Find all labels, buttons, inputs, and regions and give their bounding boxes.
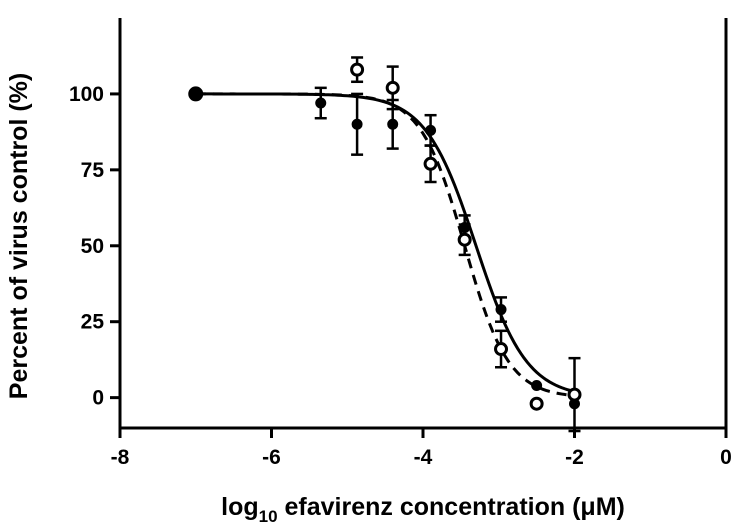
y-tick-label: 100: [69, 83, 104, 106]
filled-point: [351, 118, 363, 130]
x-tick-label: -6: [262, 446, 281, 469]
y-tick-label: 0: [92, 387, 104, 410]
filled-point: [387, 118, 399, 130]
open-point: [350, 62, 365, 77]
data-points: [188, 56, 582, 433]
open-point: [529, 396, 544, 411]
y-tick-label: 25: [81, 311, 105, 334]
x-axis-label: log10 efavirenz concentration (μM): [221, 493, 625, 526]
open-point: [567, 387, 582, 402]
filled-point: [188, 86, 204, 102]
filled-point: [531, 379, 543, 391]
open-point: [494, 342, 509, 357]
plot-frame: [118, 18, 728, 430]
x-tick-label: -2: [565, 446, 584, 469]
filled-point: [425, 124, 437, 136]
y-tick-label: 50: [81, 235, 104, 258]
y-tick-label: 75: [81, 159, 105, 182]
filled-point: [315, 97, 327, 109]
filled-point: [495, 304, 507, 316]
x-axis-label-sub: 10: [259, 507, 278, 526]
y-ticks: 0 25 50 75 100: [69, 83, 120, 410]
x-tick-label: -8: [111, 446, 130, 469]
x-axis-label-rest: efavirenz concentration (μM): [278, 493, 625, 521]
x-ticks: -8 -6 -4 -2 0: [111, 428, 732, 469]
axes: [118, 18, 728, 430]
open-point: [457, 232, 472, 247]
x-tick-label: 0: [720, 446, 732, 469]
fit-curve-2: [195, 92, 575, 398]
y-axis-label: Percent of virus control (%): [5, 73, 33, 399]
open-point: [423, 156, 438, 171]
fit-curve-1: [195, 92, 575, 394]
x-axis-label-main: log: [221, 493, 259, 521]
fit-curves: [195, 92, 575, 398]
open-point: [385, 80, 400, 95]
x-tick-label: -4: [414, 446, 433, 469]
